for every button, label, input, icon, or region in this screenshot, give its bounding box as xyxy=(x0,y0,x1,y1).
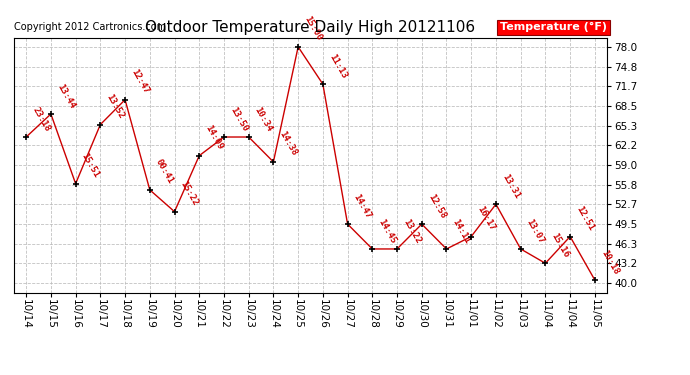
Text: 14:38: 14:38 xyxy=(277,130,299,158)
Text: 10:34: 10:34 xyxy=(253,105,274,133)
Text: Temperature (°F): Temperature (°F) xyxy=(500,22,607,32)
Text: Copyright 2012 Cartronics.com: Copyright 2012 Cartronics.com xyxy=(14,22,166,32)
Text: 15:16: 15:16 xyxy=(549,231,571,259)
Text: 14:11: 14:11 xyxy=(451,217,472,245)
Text: 13:52: 13:52 xyxy=(104,93,126,120)
Text: 15:00: 15:00 xyxy=(302,15,324,43)
Text: 13:07: 13:07 xyxy=(525,217,546,245)
Text: 12:58: 12:58 xyxy=(426,192,447,220)
Text: 00:41: 00:41 xyxy=(154,158,175,186)
Text: 14:45: 14:45 xyxy=(377,217,397,245)
Title: Outdoor Temperature Daily High 20121106: Outdoor Temperature Daily High 20121106 xyxy=(146,20,475,35)
Text: 13:44: 13:44 xyxy=(55,82,77,110)
Text: 13:22: 13:22 xyxy=(401,217,422,245)
Text: 15:51: 15:51 xyxy=(80,152,101,180)
Text: 12:51: 12:51 xyxy=(574,205,595,232)
Text: 13:31: 13:31 xyxy=(500,172,522,200)
Text: 10:18: 10:18 xyxy=(599,248,620,276)
Text: 14:09: 14:09 xyxy=(204,124,225,152)
Text: 11:13: 11:13 xyxy=(327,52,348,80)
Text: 14:47: 14:47 xyxy=(352,192,373,220)
Text: 16:17: 16:17 xyxy=(475,205,497,232)
Text: 23:18: 23:18 xyxy=(30,105,52,133)
Text: 15:22: 15:22 xyxy=(179,180,200,207)
Text: 12:47: 12:47 xyxy=(129,68,150,96)
Text: 13:50: 13:50 xyxy=(228,105,249,133)
